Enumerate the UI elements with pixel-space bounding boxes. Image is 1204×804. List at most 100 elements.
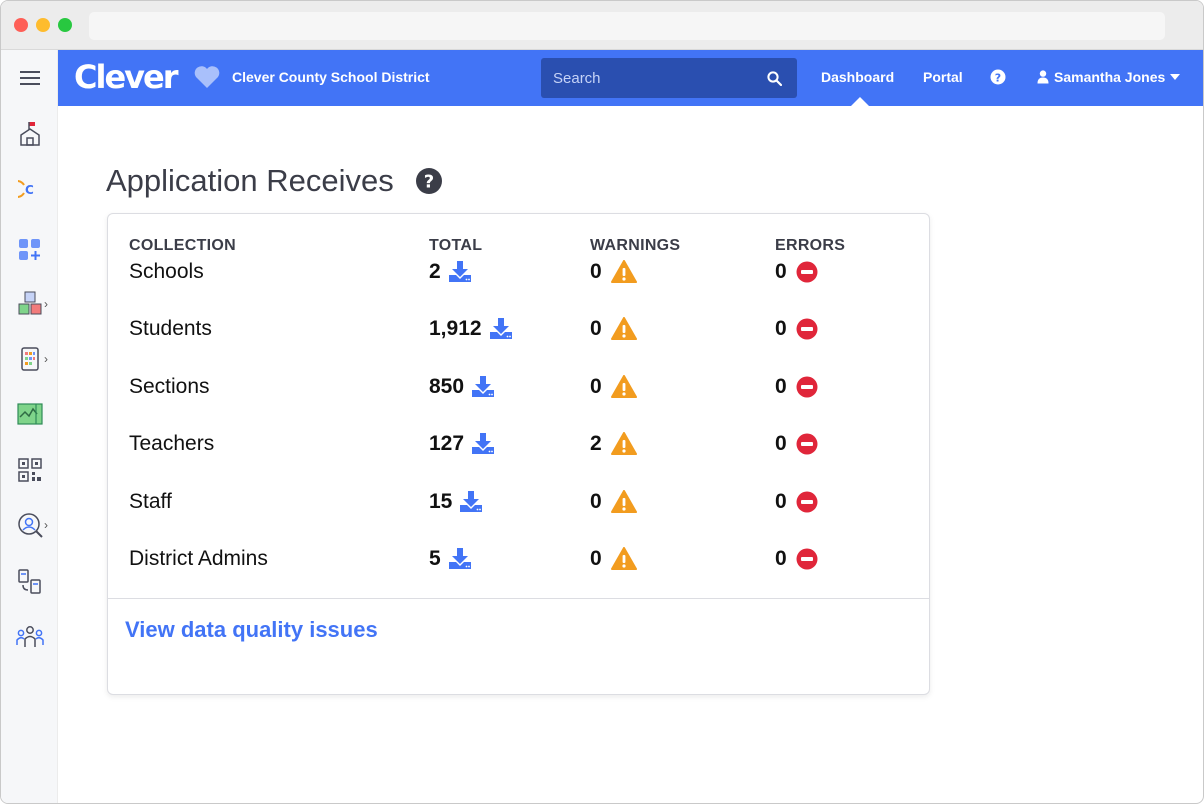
search-input[interactable]	[541, 58, 797, 98]
search-box	[541, 58, 797, 98]
user-icon	[1037, 70, 1049, 84]
people-group-icon	[15, 626, 44, 647]
download-icon[interactable]	[471, 433, 495, 455]
clever-c-icon: C	[17, 180, 34, 198]
maximize-window-button[interactable]	[58, 18, 72, 32]
heart-icon	[194, 66, 220, 88]
warning-icon[interactable]	[610, 260, 637, 284]
district-name: Clever County School District	[232, 69, 430, 85]
total-count: 2	[429, 260, 441, 283]
warning-icon[interactable]	[610, 317, 637, 341]
warnings-count: 2	[590, 432, 602, 455]
error-icon[interactable]	[796, 261, 818, 283]
rail-item-analytics[interactable]	[1, 394, 58, 434]
warning-icon[interactable]	[610, 432, 637, 456]
total-count: 15	[429, 490, 453, 513]
download-icon[interactable]	[471, 376, 495, 398]
table-row: Students 1,912 0 0	[108, 317, 931, 347]
column-header-warnings: WARNINGS	[590, 237, 681, 254]
school-icon	[19, 122, 40, 146]
caret-down-icon	[1170, 74, 1181, 80]
errors-count: 0	[775, 317, 787, 340]
warnings-cell: 0	[590, 317, 637, 341]
rail-item-groups[interactable]	[1, 617, 58, 657]
error-icon[interactable]	[796, 433, 818, 455]
rail-item-schools[interactable]	[1, 114, 58, 154]
total-cell: 850	[429, 375, 495, 399]
errors-cell: 0	[775, 317, 818, 341]
table-row: District Admins 5 0 0	[108, 547, 931, 577]
warnings-count: 0	[590, 317, 602, 340]
abc-blocks-icon	[18, 291, 41, 315]
browser-title-bar	[1, 1, 1203, 50]
errors-count: 0	[775, 547, 787, 570]
tablet-grid-icon	[20, 347, 39, 371]
analytics-icon	[16, 403, 43, 425]
error-icon[interactable]	[796, 491, 818, 513]
table-row: Teachers 127 2 0	[108, 432, 931, 462]
menu-button[interactable]	[1, 58, 58, 98]
rail-item-devices[interactable]: ›	[1, 339, 58, 379]
errors-cell: 0	[775, 432, 818, 456]
svg-text:?: ?	[995, 71, 1001, 84]
error-icon[interactable]	[796, 376, 818, 398]
user-search-icon	[17, 513, 43, 538]
errors-cell: 0	[775, 375, 818, 399]
close-window-button[interactable]	[14, 18, 28, 32]
card-divider	[108, 598, 929, 599]
total-cell: 15	[429, 490, 483, 514]
user-name: Samantha Jones	[1054, 69, 1166, 85]
errors-cell: 0	[775, 490, 818, 514]
user-menu-button[interactable]: Samantha Jones	[1037, 69, 1181, 85]
nav-dashboard-link[interactable]: Dashboard	[821, 69, 895, 85]
receives-card: COLLECTION TOTAL WARNINGS ERRORS Schools…	[107, 213, 930, 695]
help-icon[interactable]: ?	[990, 69, 1006, 85]
address-bar[interactable]	[89, 12, 1165, 40]
nav-portal-link[interactable]: Portal	[923, 69, 963, 85]
apps-add-icon	[18, 239, 40, 260]
collection-name: District Admins	[129, 547, 268, 570]
total-count: 1,912	[429, 317, 482, 340]
total-count: 5	[429, 547, 441, 570]
rail-item-clever[interactable]: C	[1, 169, 58, 209]
rail-item-user-lookup[interactable]: ›	[1, 505, 58, 545]
collection-name: Staff	[129, 490, 172, 513]
top-navigation-bar: Clever Clever County School District Das…	[58, 50, 1203, 106]
download-icon[interactable]	[489, 318, 513, 340]
warnings-cell: 2	[590, 432, 637, 456]
warnings-count: 0	[590, 490, 602, 513]
download-icon[interactable]	[448, 261, 472, 283]
help-icon[interactable]: ?	[415, 167, 443, 195]
warnings-cell: 0	[590, 260, 637, 284]
collection-name: Sections	[129, 375, 210, 398]
column-header-errors: ERRORS	[775, 237, 846, 254]
rail-item-abc[interactable]: ›	[1, 284, 58, 324]
download-icon[interactable]	[448, 548, 472, 570]
download-icon[interactable]	[459, 491, 483, 513]
minimize-window-button[interactable]	[36, 18, 50, 32]
rail-item-apps[interactable]	[1, 230, 58, 270]
warning-icon[interactable]	[610, 375, 637, 399]
rail-item-sync[interactable]	[1, 562, 58, 602]
warnings-count: 0	[590, 375, 602, 398]
svg-text:?: ?	[424, 172, 434, 193]
menu-icon	[19, 71, 40, 85]
active-nav-indicator	[851, 97, 869, 106]
view-data-quality-issues-link[interactable]: View data quality issues	[125, 617, 378, 642]
chevron-right-icon: ›	[44, 297, 48, 311]
clever-logo[interactable]: Clever	[74, 58, 178, 96]
table-row: Sections 850 0 0	[108, 375, 931, 405]
warning-icon[interactable]	[610, 490, 637, 514]
errors-cell: 0	[775, 547, 818, 571]
rail-item-badges[interactable]	[1, 450, 58, 490]
collection-name: Students	[129, 317, 212, 340]
error-icon[interactable]	[796, 548, 818, 570]
chevron-right-icon: ›	[44, 352, 48, 366]
chevron-right-icon: ›	[44, 518, 48, 532]
total-cell: 1,912	[429, 317, 513, 341]
warnings-cell: 0	[590, 490, 637, 514]
warning-icon[interactable]	[610, 547, 637, 571]
collection-name: Teachers	[129, 432, 215, 455]
search-icon[interactable]	[767, 71, 782, 86]
error-icon[interactable]	[796, 318, 818, 340]
